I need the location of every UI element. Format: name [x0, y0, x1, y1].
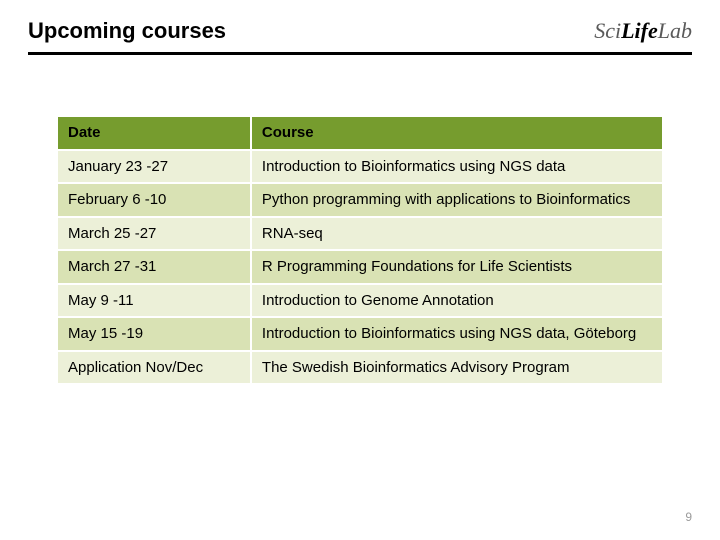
table-header-row: Date Course — [57, 116, 663, 150]
cell-course: Introduction to Genome Annotation — [251, 284, 663, 318]
logo-sci: Sci — [594, 18, 621, 43]
table-row: March 25 -27 RNA-seq — [57, 217, 663, 251]
table-row: January 23 -27 Introduction to Bioinform… — [57, 150, 663, 184]
table-row: March 27 -31 R Programming Foundations f… — [57, 250, 663, 284]
courses-table-wrap: Date Course January 23 -27 Introduction … — [0, 55, 720, 385]
table-row: Application Nov/Dec The Swedish Bioinfor… — [57, 351, 663, 385]
cell-course: The Swedish Bioinformatics Advisory Prog… — [251, 351, 663, 385]
col-header-date: Date — [57, 116, 251, 150]
cell-date: May 15 -19 — [57, 317, 251, 351]
page-number: 9 — [685, 510, 692, 524]
cell-course: R Programming Foundations for Life Scien… — [251, 250, 663, 284]
cell-course: Introduction to Bioinformatics using NGS… — [251, 317, 663, 351]
table-row: May 15 -19 Introduction to Bioinformatic… — [57, 317, 663, 351]
cell-date: February 6 -10 — [57, 183, 251, 217]
cell-date: March 25 -27 — [57, 217, 251, 251]
courses-table: Date Course January 23 -27 Introduction … — [56, 115, 664, 385]
table-row: February 6 -10 Python programming with a… — [57, 183, 663, 217]
cell-course: Introduction to Bioinformatics using NGS… — [251, 150, 663, 184]
logo-life: Life — [621, 18, 658, 43]
cell-course: Python programming with applications to … — [251, 183, 663, 217]
slide-title: Upcoming courses — [28, 18, 226, 44]
cell-course: RNA-seq — [251, 217, 663, 251]
cell-date: May 9 -11 — [57, 284, 251, 318]
table-row: May 9 -11 Introduction to Genome Annotat… — [57, 284, 663, 318]
col-header-course: Course — [251, 116, 663, 150]
cell-date: January 23 -27 — [57, 150, 251, 184]
cell-date: Application Nov/Dec — [57, 351, 251, 385]
cell-date: March 27 -31 — [57, 250, 251, 284]
slide-header: Upcoming courses SciLifeLab — [0, 0, 720, 52]
scilifelab-logo: SciLifeLab — [594, 18, 692, 44]
logo-lab: Lab — [658, 18, 692, 43]
